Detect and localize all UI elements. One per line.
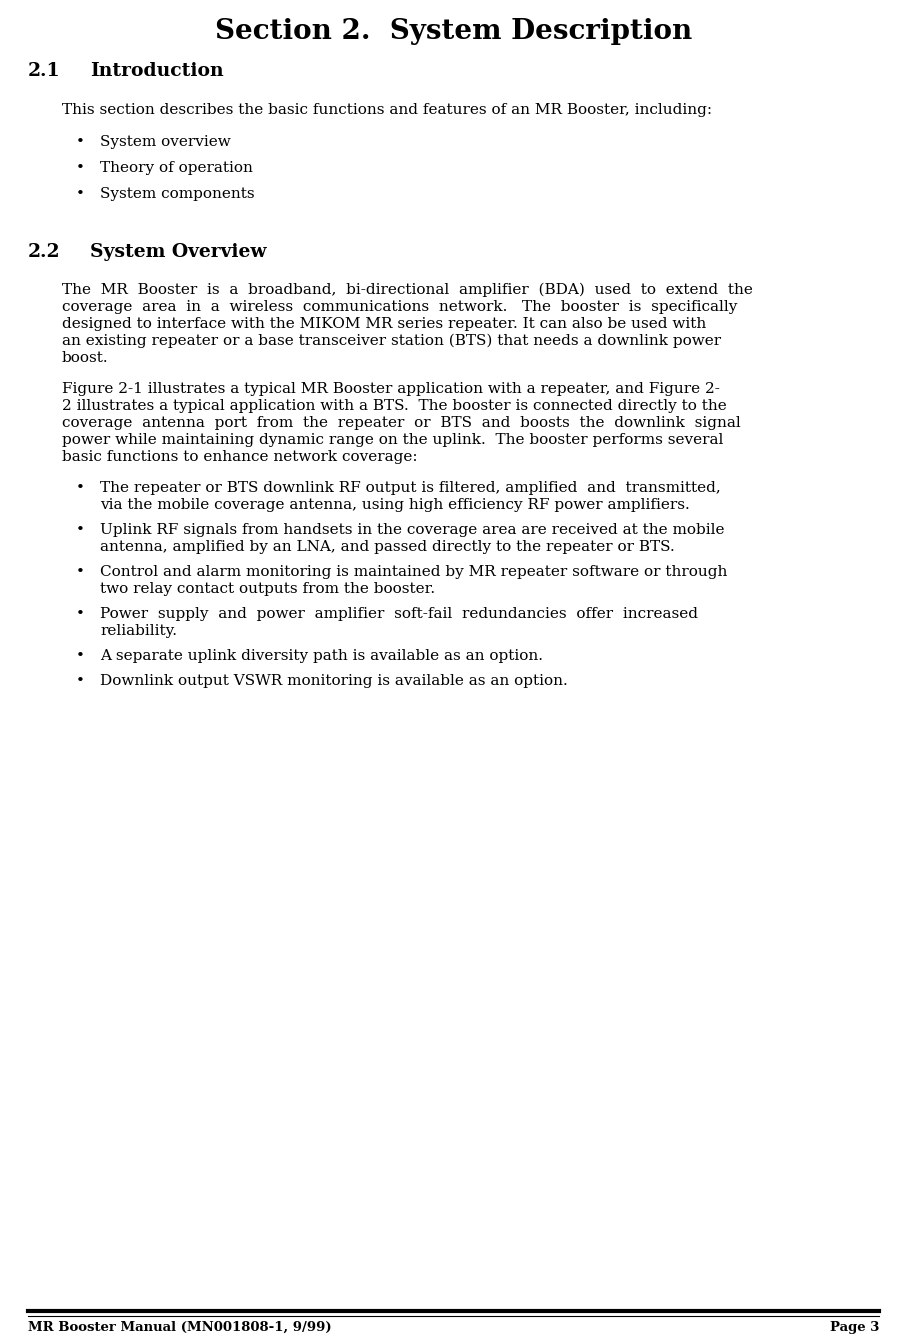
Text: Page 3: Page 3 xyxy=(830,1321,879,1334)
Text: •: • xyxy=(75,135,84,149)
Text: •: • xyxy=(75,565,84,579)
Text: reliability.: reliability. xyxy=(100,624,177,638)
Text: •: • xyxy=(75,481,84,495)
Text: The repeater or BTS downlink RF output is filtered, amplified  and  transmitted,: The repeater or BTS downlink RF output i… xyxy=(100,481,721,495)
Text: Uplink RF signals from handsets in the coverage area are received at the mobile: Uplink RF signals from handsets in the c… xyxy=(100,523,725,536)
Text: This section describes the basic functions and features of an MR Booster, includ: This section describes the basic functio… xyxy=(62,103,712,117)
Text: 2 illustrates a typical application with a BTS.  The booster is connected direct: 2 illustrates a typical application with… xyxy=(62,400,727,413)
Text: Power  supply  and  power  amplifier  soft-fail  redundancies  offer  increased: Power supply and power amplifier soft-fa… xyxy=(100,607,698,621)
Text: •: • xyxy=(75,161,84,174)
Text: coverage  antenna  port  from  the  repeater  or  BTS  and  boosts  the  downlin: coverage antenna port from the repeater … xyxy=(62,416,741,430)
Text: 2.2: 2.2 xyxy=(28,243,61,261)
Text: boost.: boost. xyxy=(62,351,109,365)
Text: designed to interface with the MIKOM MR series repeater. It can also be used wit: designed to interface with the MIKOM MR … xyxy=(62,316,707,331)
Text: System Overview: System Overview xyxy=(90,243,267,261)
Text: Control and alarm monitoring is maintained by MR repeater software or through: Control and alarm monitoring is maintain… xyxy=(100,565,727,579)
Text: Figure 2-1 illustrates a typical MR Booster application with a repeater, and Fig: Figure 2-1 illustrates a typical MR Boos… xyxy=(62,382,720,396)
Text: coverage  area  in  a  wireless  communications  network.   The  booster  is  sp: coverage area in a wireless communicatio… xyxy=(62,300,737,314)
Text: antenna, amplified by an LNA, and passed directly to the repeater or BTS.: antenna, amplified by an LNA, and passed… xyxy=(100,540,675,554)
Text: Theory of operation: Theory of operation xyxy=(100,161,253,174)
Text: The  MR  Booster  is  a  broadband,  bi-directional  amplifier  (BDA)  used  to : The MR Booster is a broadband, bi-direct… xyxy=(62,283,753,298)
Text: 2.1: 2.1 xyxy=(28,62,61,80)
Text: System components: System components xyxy=(100,186,255,201)
Text: Introduction: Introduction xyxy=(90,62,224,80)
Text: •: • xyxy=(75,523,84,536)
Text: two relay contact outputs from the booster.: two relay contact outputs from the boost… xyxy=(100,582,435,595)
Text: •: • xyxy=(75,675,84,688)
Text: •: • xyxy=(75,186,84,201)
Text: •: • xyxy=(75,649,84,662)
Text: MR Booster Manual (MN001808-1, 9/99): MR Booster Manual (MN001808-1, 9/99) xyxy=(28,1321,332,1334)
Text: System overview: System overview xyxy=(100,135,230,149)
Text: an existing repeater or a base transceiver station (BTS) that needs a downlink p: an existing repeater or a base transceiv… xyxy=(62,334,721,349)
Text: power while maintaining dynamic range on the uplink.  The booster performs sever: power while maintaining dynamic range on… xyxy=(62,433,724,447)
Text: •: • xyxy=(75,607,84,621)
Text: A separate uplink diversity path is available as an option.: A separate uplink diversity path is avai… xyxy=(100,649,543,662)
Text: Section 2.  System Description: Section 2. System Description xyxy=(215,17,692,46)
Text: via the mobile coverage antenna, using high efficiency RF power amplifiers.: via the mobile coverage antenna, using h… xyxy=(100,498,689,512)
Text: Downlink output VSWR monitoring is available as an option.: Downlink output VSWR monitoring is avail… xyxy=(100,675,568,688)
Text: basic functions to enhance network coverage:: basic functions to enhance network cover… xyxy=(62,451,417,464)
